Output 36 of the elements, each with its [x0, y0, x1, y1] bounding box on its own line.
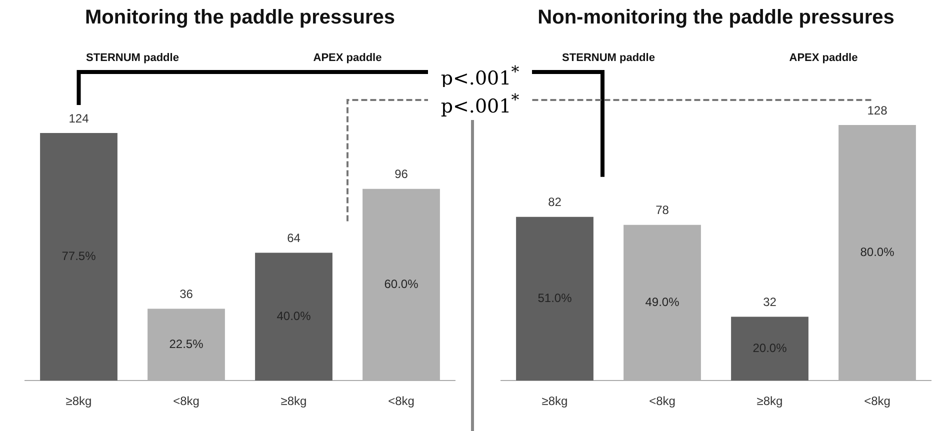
x-tick-label: ≥8kg	[66, 394, 92, 408]
data-label: 128	[867, 103, 888, 118]
chart-title: Monitoring the paddle pressures	[84, 6, 396, 29]
x-tick-label: <8kg	[649, 394, 676, 408]
chart-title: Non-monitoring the paddle pressures	[538, 6, 894, 29]
text: p<.001$^{*}$	[440, 61, 520, 90]
text: STERNUM paddle	[86, 52, 179, 64]
x-tick-label: <8kg	[173, 394, 200, 408]
data-label: 64	[287, 231, 301, 246]
data-label: 36	[180, 287, 194, 302]
bar	[516, 216, 594, 381]
bar	[40, 132, 118, 381]
annotation: 60.0%	[384, 277, 419, 292]
data-label: 82	[548, 195, 562, 210]
annotation: 80.0%	[860, 245, 895, 260]
x-tick-label: ≥8kg	[756, 394, 783, 408]
x-tick-label: <8kg	[864, 394, 890, 408]
annotation: 77.5%	[62, 249, 96, 264]
text: p<.001$^{*}$	[440, 90, 520, 118]
annotation: 49.0%	[645, 295, 680, 310]
bar	[731, 316, 808, 381]
annotation: 20.0%	[752, 340, 788, 355]
data-label: 78	[656, 203, 670, 218]
text: APEX paddle	[789, 52, 858, 64]
x-tick-label: <8kg	[388, 394, 414, 408]
text: APEX paddle	[313, 52, 382, 64]
x-tick-label: ≥8kg	[280, 394, 307, 408]
bar	[255, 252, 332, 381]
annotation: 22.5%	[169, 336, 204, 351]
annotation: 51.0%	[538, 291, 572, 306]
annotation: 40.0%	[276, 309, 312, 324]
x-tick-label: ≥8kg	[542, 394, 568, 408]
data-label: 32	[763, 295, 777, 310]
text: STERNUM paddle	[562, 52, 655, 64]
data-label: 96	[394, 167, 408, 182]
data-label: 124	[68, 111, 90, 126]
